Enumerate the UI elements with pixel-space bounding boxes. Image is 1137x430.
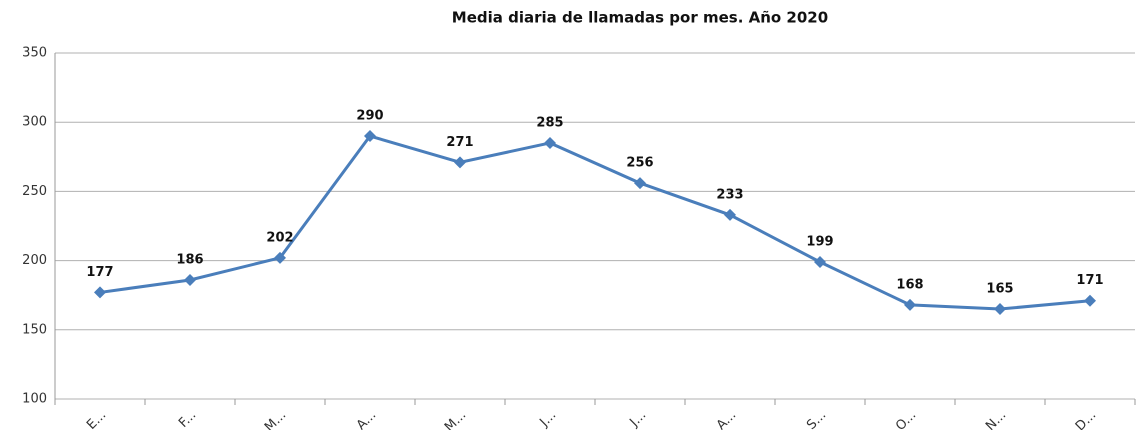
x-tick-label: E... (84, 408, 109, 430)
data-label: 202 (266, 230, 293, 245)
data-label: 186 (176, 252, 203, 267)
data-label: 233 (716, 187, 743, 202)
x-tick-label: J... (537, 408, 560, 430)
data-label: 256 (626, 156, 653, 171)
data-label: 285 (536, 115, 563, 130)
data-label: 271 (446, 135, 473, 150)
y-tick-label: 150 (22, 322, 47, 337)
x-tick-label: M... (262, 408, 289, 430)
x-tick-label: F... (176, 408, 199, 430)
marker (904, 298, 916, 311)
marker (814, 255, 826, 268)
y-tick-label: 200 (22, 253, 47, 268)
x-tick-label: J... (627, 408, 650, 430)
marker (94, 286, 106, 299)
marker (634, 177, 646, 190)
data-label: 168 (896, 277, 923, 292)
marker (274, 251, 286, 264)
x-tick-label: S... (804, 408, 829, 430)
data-label: 290 (356, 109, 383, 124)
data-label: 199 (806, 234, 833, 249)
x-tick-label: D... (1073, 408, 1099, 430)
chart-title: Media diaria de llamadas por mes. Año 20… (452, 9, 828, 27)
y-tick-label: 250 (22, 184, 47, 199)
y-tick-label: 100 (22, 392, 47, 407)
marker (994, 303, 1006, 316)
data-label: 165 (986, 282, 1013, 297)
marker (454, 156, 466, 169)
data-label: 177 (86, 265, 113, 280)
x-tick-label: M... (442, 408, 469, 430)
x-tick-label: A... (714, 408, 740, 430)
marker (724, 208, 736, 221)
line (99, 134, 1091, 311)
marker (364, 130, 376, 143)
marker (544, 136, 556, 149)
y-tick-label: 350 (22, 46, 47, 61)
data-label: 171 (1076, 273, 1103, 288)
x-tick-label: O... (893, 408, 919, 430)
y-tick-label: 300 (22, 115, 47, 130)
marker (184, 273, 196, 286)
marker (1084, 294, 1096, 307)
x-tick-label: N... (983, 408, 1009, 430)
x-tick-label: A... (354, 408, 380, 430)
